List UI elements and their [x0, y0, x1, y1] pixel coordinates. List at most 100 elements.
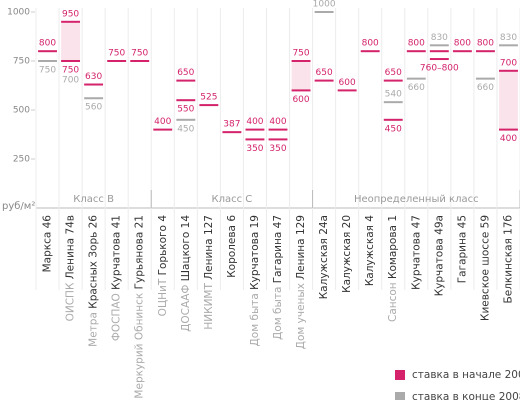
category-label: Метра Красных Зорь 26 — [88, 215, 100, 347]
start-2009-marker — [268, 138, 288, 141]
value-label: 650 — [385, 68, 402, 78]
value-label-bg — [452, 37, 473, 50]
value-label: 540 — [385, 90, 402, 100]
start-2009-marker — [153, 128, 173, 131]
value-label-bg — [60, 64, 81, 76]
value-label: 387 — [223, 120, 240, 130]
range-label: 760–800 — [420, 64, 459, 74]
end-2008-marker — [84, 97, 104, 100]
address: Калужская 4 — [364, 215, 376, 286]
address: Комарова 1 — [387, 215, 399, 279]
owner: ФОСПАО — [111, 293, 123, 341]
start-2009-marker — [291, 89, 311, 92]
category-label: Меркурий Обнинск Гурьянова 21 — [134, 215, 146, 399]
end-2008-marker — [176, 118, 196, 121]
start-2009-marker — [383, 79, 403, 82]
address: Маркса 46 — [42, 215, 54, 273]
value-label: 450 — [385, 124, 402, 134]
value-label-bg — [37, 64, 58, 76]
range-shade — [61, 21, 81, 61]
value-label-bg — [60, 7, 81, 20]
start-2009-marker — [499, 128, 518, 131]
address: Ленина 74в — [65, 215, 77, 279]
y-tick-label: 1000 — [7, 8, 30, 18]
value-label-bg — [268, 142, 288, 155]
value-label-bg — [498, 56, 519, 69]
value-label-bg — [268, 115, 288, 128]
category-label: Маркса 46 — [42, 215, 54, 273]
address: Горького 4 — [157, 215, 169, 276]
value-label-bg — [244, 142, 265, 155]
value-label: 800 — [408, 39, 425, 49]
category-label: ОЦНиТ Горького 4 — [157, 215, 169, 317]
address: Королева 6 — [226, 215, 238, 278]
end-2008-marker — [499, 44, 518, 47]
start-2009-marker — [176, 99, 196, 102]
address: Шацкого 14 — [180, 215, 192, 282]
owner: Меркурий Обнинск — [134, 293, 146, 399]
start-2009-marker — [383, 118, 403, 121]
value-label: 400 — [154, 117, 171, 127]
value-label: 830 — [431, 33, 448, 43]
value-label: 400 — [269, 117, 286, 127]
value-label: 400 — [246, 117, 263, 127]
owner: ОИСПК — [65, 282, 77, 321]
owner: Дом ученых — [295, 283, 307, 349]
value-label-bg — [129, 47, 150, 59]
owner: Сансон — [387, 282, 399, 322]
category-label: Гагарина 45 — [456, 215, 468, 283]
address: Ленина 129 — [295, 215, 307, 280]
address: Гагарина 47 — [272, 215, 284, 283]
y-tick-label: 250 — [13, 155, 30, 165]
address: Гурьянова 21 — [134, 215, 146, 289]
category-label: Дом быта Гагарина 47 — [272, 215, 284, 340]
legend-swatch — [395, 370, 405, 380]
value-label: 750 — [131, 49, 148, 59]
value-label-bg — [360, 37, 381, 50]
start-2009-marker — [475, 50, 495, 53]
start-2009-marker — [314, 79, 334, 82]
value-label: 630 — [85, 72, 102, 82]
category-label: Курчатова 47 — [410, 215, 422, 290]
value-label-bg — [498, 132, 519, 145]
start-2009-marker — [107, 60, 127, 62]
value-label: 800 — [454, 39, 471, 49]
value-label: 400 — [500, 134, 517, 144]
value-label: 350 — [246, 144, 263, 154]
range-shade — [499, 70, 518, 130]
start-2009-marker — [199, 104, 219, 107]
value-label: 600 — [339, 78, 356, 88]
category-label: Калужская 4 — [364, 215, 376, 286]
value-label: 750 — [39, 66, 56, 76]
value-label-bg — [314, 0, 335, 10]
category-label: ФОСПАО Курчатова 41 — [111, 215, 123, 341]
value-label-bg — [198, 91, 219, 104]
start-2009-marker — [452, 50, 472, 53]
address: Калужская 24а — [318, 215, 330, 299]
category-label: ДОСААФ Шацкого 14 — [180, 215, 192, 332]
start-2009-marker — [499, 69, 518, 72]
owner: Метра — [88, 312, 100, 347]
owner: Дом быта — [272, 287, 284, 340]
value-label-bg — [383, 122, 404, 135]
address: Белкинская 17б — [502, 215, 514, 303]
value-label: 550 — [177, 105, 194, 115]
start-2009-marker — [38, 50, 57, 53]
category-label: НИКИМТ Ленина 127 — [203, 215, 215, 330]
range-shade — [291, 61, 311, 91]
end-2008-marker — [429, 44, 449, 47]
category-label: Сансон Комарова 1 — [387, 215, 399, 322]
owner: ДОСААФ — [180, 285, 192, 332]
value-label-bg — [406, 81, 427, 94]
value-label: 450 — [177, 124, 194, 134]
category-label: Дом быта Курчатова 19 — [249, 215, 261, 346]
start-2009-marker — [429, 58, 449, 61]
start-2009-marker — [176, 79, 196, 82]
owner: ОЦНиТ — [157, 278, 169, 316]
address: Гагарина 45 — [456, 215, 468, 283]
value-label-bg — [429, 31, 450, 44]
end-2008-marker — [38, 60, 57, 62]
value-label-bg — [244, 115, 265, 128]
value-label-bg — [314, 66, 335, 79]
value-label: 660 — [477, 83, 494, 93]
